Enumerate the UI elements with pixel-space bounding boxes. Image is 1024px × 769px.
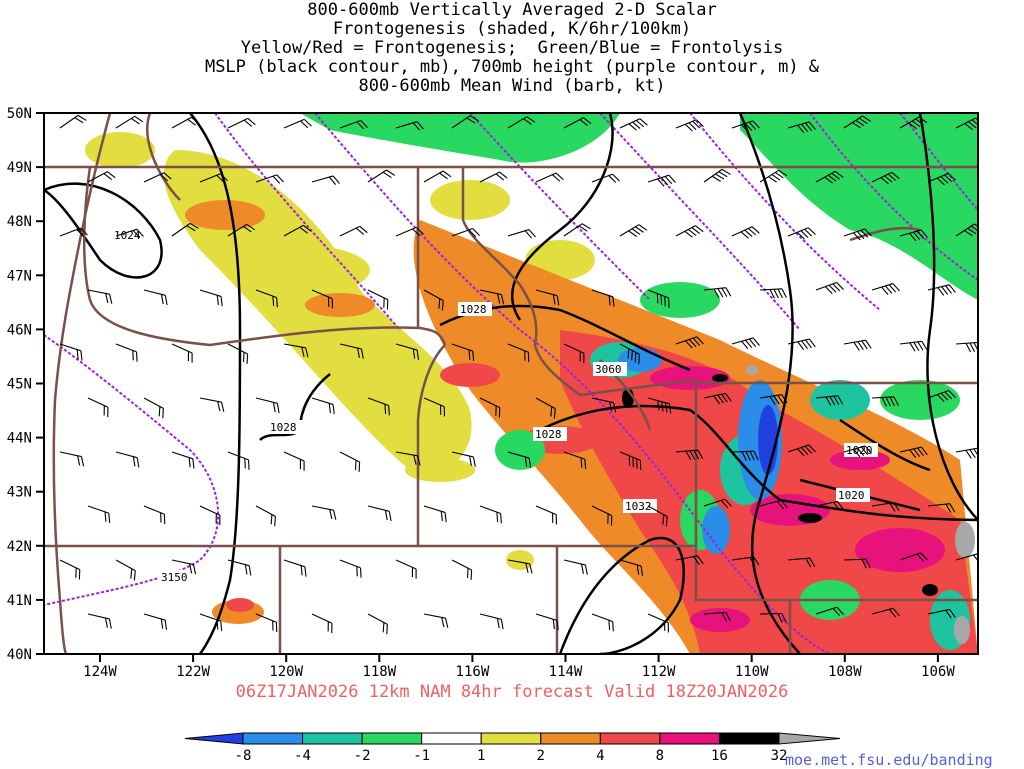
latitude-axis: 50N 49N 48N 47N 46N 45N 44N 43N 42N 41N 40N [7, 106, 44, 663]
lat-tick-label: 48N [7, 214, 32, 230]
colorbar-segment [660, 733, 720, 744]
longitude-axis: 124W 122W 120W 118W 116W 114W 112W 110W 108W 106W [83, 654, 955, 680]
mslp-label: 1028 [460, 303, 487, 316]
colorbar-label: 2 [537, 748, 545, 764]
lat-tick-label: 41N [7, 593, 32, 609]
valid-time: 06Z17JAN2026 12km NAM 84hr forecast Vali… [0, 682, 1024, 702]
colorbar-segment [362, 733, 422, 744]
mslp-label: 1028 [270, 421, 297, 434]
lon-tick-label: 118W [362, 664, 396, 680]
lon-tick-label: 110W [735, 664, 769, 680]
colorbar-segment [719, 733, 779, 744]
lat-tick-label: 44N [7, 431, 32, 447]
colorbar-label: 4 [596, 748, 604, 764]
colorbar-label: 8 [656, 748, 664, 764]
colorbar-max-arrow [779, 733, 840, 744]
height-label: 3150 [161, 571, 188, 584]
wind-barb [984, 505, 1010, 515]
colorbar-min-arrow [185, 733, 243, 744]
colorbar-label: -8 [235, 748, 252, 764]
colorbar-segment [303, 733, 363, 744]
colorbar-segment [600, 733, 660, 744]
lat-tick-label: 46N [7, 322, 32, 338]
colorbar-segment [243, 733, 303, 744]
colorbar-label: 16 [711, 748, 728, 764]
colorbar-label: -4 [294, 748, 311, 764]
lon-tick-label: 108W [828, 664, 862, 680]
colorbar-label: 1 [477, 748, 485, 764]
mslp-label: 1028 [535, 428, 562, 441]
mslp-label: 1020 [838, 489, 865, 502]
wind-barb [984, 173, 1012, 190]
wind-barb [984, 390, 1011, 406]
lat-tick-label: 40N [7, 647, 32, 663]
wind-barb [984, 610, 1011, 623]
credit-link[interactable]: moe.met.fsu.edu/banding [785, 751, 993, 769]
mslp-label: 1032 [625, 500, 652, 513]
lon-tick-label: 114W [549, 664, 583, 680]
wind-barb [984, 285, 1011, 299]
lat-tick-label: 45N [7, 377, 32, 393]
height-label: 3060 [595, 363, 622, 376]
lon-tick-label: 106W [921, 664, 955, 680]
colorbar-segment [541, 733, 601, 744]
lat-tick-label: 49N [7, 160, 32, 176]
colorbar-label: -1 [413, 748, 430, 764]
colorbar-segment [481, 733, 541, 744]
lon-tick-label: 122W [176, 664, 210, 680]
lat-tick-label: 43N [7, 485, 32, 501]
lat-tick-label: 50N [7, 106, 32, 122]
colorbar-label: -2 [354, 748, 371, 764]
lon-tick-label: 124W [83, 664, 117, 680]
colorbar-segment [422, 733, 482, 744]
lat-tick-label: 47N [7, 268, 32, 284]
lat-tick-label: 42N [7, 539, 32, 555]
lon-tick-label: 116W [456, 664, 490, 680]
lon-tick-label: 120W [269, 664, 303, 680]
lon-tick-label: 112W [642, 664, 676, 680]
